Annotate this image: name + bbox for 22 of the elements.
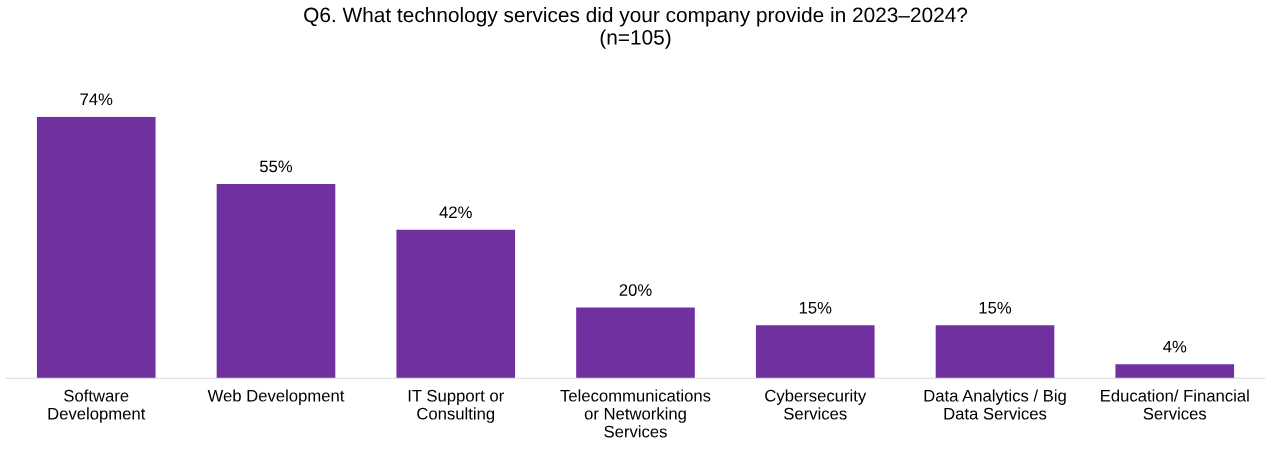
x-tick-label: Data Analytics / Big Data Services xyxy=(924,389,1066,420)
bar xyxy=(755,325,875,379)
bar xyxy=(396,229,516,379)
data-label: 15% xyxy=(979,301,1012,314)
x-tick-label: IT Support or Consulting xyxy=(408,389,504,423)
bar xyxy=(36,116,156,379)
bar xyxy=(1115,364,1235,379)
chart-title: Q6. What technology services did your company provide in 2023–2024? (n=105) xyxy=(304,7,968,49)
x-tick-label: Education/ Financial Services xyxy=(1101,389,1249,420)
data-label: 55% xyxy=(259,160,293,173)
x-tick-label: Telecommunications or Networking Services xyxy=(560,389,711,438)
data-label: 4% xyxy=(1163,340,1187,353)
x-tick-label: Software Development xyxy=(48,389,146,423)
bar xyxy=(576,307,695,379)
x-tick-label: Cybersecurity Services xyxy=(765,389,867,420)
x-tick-label: Web Development xyxy=(207,389,345,405)
data-label: 74% xyxy=(80,93,113,106)
data-label: 20% xyxy=(619,284,652,296)
bar xyxy=(935,325,1055,379)
data-label: 15% xyxy=(799,301,832,314)
data-label: 42% xyxy=(439,206,472,219)
bar xyxy=(216,183,336,379)
